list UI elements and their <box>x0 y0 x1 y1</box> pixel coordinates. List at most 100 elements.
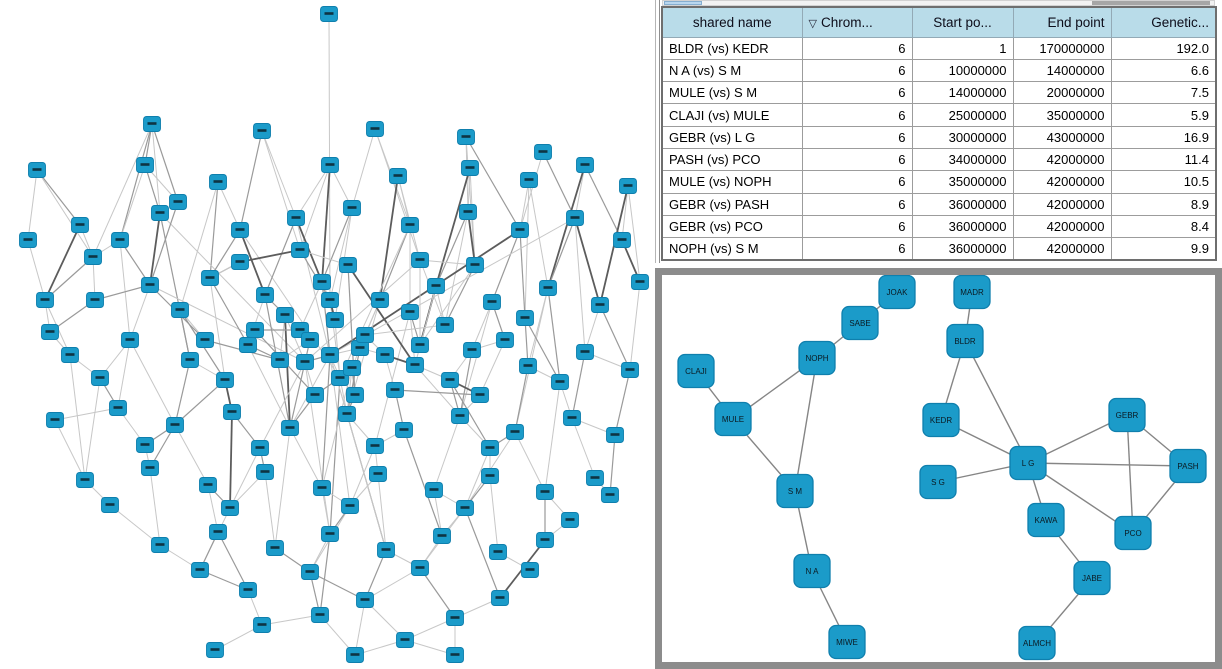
network-node[interactable] <box>561 512 579 528</box>
network-node[interactable] <box>411 337 429 353</box>
network-node[interactable] <box>463 342 481 358</box>
network-node[interactable] <box>376 347 394 363</box>
network-node[interactable] <box>301 332 319 348</box>
table-row[interactable]: BLDR (vs) KEDR 6 1 170000000 192.0 <box>661 36 1217 60</box>
network-node-s-m[interactable]: S M <box>776 473 814 509</box>
network-node[interactable] <box>456 500 474 516</box>
network-node[interactable] <box>338 406 356 422</box>
network-node[interactable] <box>481 440 499 456</box>
network-node[interactable] <box>446 610 464 626</box>
network-node[interactable] <box>427 278 445 294</box>
network-node[interactable] <box>19 232 37 248</box>
network-node[interactable] <box>496 332 514 348</box>
network-node[interactable] <box>281 420 299 436</box>
network-node[interactable] <box>256 287 274 303</box>
network-node[interactable] <box>101 497 119 513</box>
column-header-genetic[interactable]: Genetic... <box>1110 6 1217 38</box>
network-node[interactable] <box>356 327 374 343</box>
network-node[interactable] <box>169 194 187 210</box>
network-node[interactable] <box>433 528 451 544</box>
network-node[interactable] <box>534 144 552 160</box>
network-node[interactable] <box>209 524 227 540</box>
network-node[interactable] <box>386 382 404 398</box>
network-node[interactable] <box>521 562 539 578</box>
column-header-start-po[interactable]: Start po... <box>911 6 1014 38</box>
network-node[interactable] <box>41 324 59 340</box>
network-node[interactable] <box>446 647 464 663</box>
network-node[interactable] <box>141 277 159 293</box>
network-node[interactable] <box>231 254 249 270</box>
network-node[interactable] <box>223 404 241 420</box>
network-node[interactable] <box>84 249 102 265</box>
network-node[interactable] <box>91 370 109 386</box>
network-node[interactable] <box>459 204 477 220</box>
network-node-miwe[interactable]: MIWE <box>828 624 866 660</box>
network-node[interactable] <box>536 484 554 500</box>
network-node-sabe[interactable]: SABE <box>841 305 879 341</box>
network-node[interactable] <box>251 440 269 456</box>
network-node[interactable] <box>536 532 554 548</box>
network-node[interactable] <box>276 307 294 323</box>
network-node[interactable] <box>201 270 219 286</box>
table-row[interactable]: GEBR (vs) PASH 6 36000000 42000000 8.9 <box>661 192 1217 216</box>
network-node[interactable] <box>320 6 338 22</box>
network-node[interactable] <box>76 472 94 488</box>
network-node[interactable] <box>296 354 314 370</box>
network-node[interactable] <box>339 257 357 273</box>
network-node[interactable] <box>606 427 624 443</box>
network-node[interactable] <box>326 312 344 328</box>
network-node[interactable] <box>520 172 538 188</box>
network-node[interactable] <box>519 358 537 374</box>
network-node[interactable] <box>313 274 331 290</box>
network-node[interactable] <box>171 302 189 318</box>
network-node[interactable] <box>601 487 619 503</box>
network-node[interactable] <box>539 280 557 296</box>
network-node[interactable] <box>389 168 407 184</box>
network-node[interactable] <box>86 292 104 308</box>
network-node[interactable] <box>506 424 524 440</box>
network-node-claji[interactable]: CLAJI <box>677 353 715 389</box>
network-node[interactable] <box>396 632 414 648</box>
column-header-shared-name[interactable]: shared name <box>661 6 803 38</box>
network-node[interactable] <box>371 292 389 308</box>
network-node[interactable] <box>343 200 361 216</box>
table-row[interactable]: NOPH (vs) S M 6 36000000 42000000 9.9 <box>661 237 1217 261</box>
network-node[interactable] <box>321 347 339 363</box>
network-node[interactable] <box>246 322 264 338</box>
network-node[interactable] <box>441 372 459 388</box>
network-node[interactable] <box>369 466 387 482</box>
network-node[interactable] <box>425 482 443 498</box>
network-node-kedr[interactable]: KEDR <box>922 402 960 438</box>
network-node[interactable] <box>181 352 199 368</box>
network-node[interactable] <box>287 210 305 226</box>
network-node[interactable] <box>239 337 257 353</box>
table-row[interactable]: CLAJI (vs) MULE 6 25000000 35000000 5.9 <box>661 103 1217 127</box>
network-node[interactable] <box>466 257 484 273</box>
table-row[interactable]: N A (vs) S M 6 10000000 14000000 6.6 <box>661 58 1217 83</box>
network-node-jabe[interactable]: JABE <box>1073 560 1111 596</box>
network-node[interactable] <box>321 292 339 308</box>
network-node[interactable] <box>301 564 319 580</box>
network-node[interactable] <box>491 590 509 606</box>
table-row[interactable]: GEBR (vs) L G 6 30000000 43000000 16.9 <box>661 125 1217 149</box>
network-node[interactable] <box>109 400 127 416</box>
network-node[interactable] <box>71 217 89 233</box>
network-node-kawa[interactable]: KAWA <box>1027 502 1065 538</box>
network-node-pash[interactable]: PASH <box>1169 448 1207 484</box>
network-node-pco[interactable]: PCO <box>1114 515 1152 551</box>
network-node[interactable] <box>366 121 384 137</box>
network-node[interactable] <box>377 542 395 558</box>
network-node[interactable] <box>411 252 429 268</box>
network-node[interactable] <box>516 310 534 326</box>
network-node[interactable] <box>619 178 637 194</box>
network-node-gebr[interactable]: GEBR <box>1108 397 1146 433</box>
scrollbar-thumb[interactable] <box>664 1 702 5</box>
network-node[interactable] <box>36 292 54 308</box>
network-node[interactable] <box>266 540 284 556</box>
network-node[interactable] <box>209 174 227 190</box>
network-node-joak[interactable]: JOAK <box>878 275 916 310</box>
network-node[interactable] <box>313 480 331 496</box>
network-node[interactable] <box>196 332 214 348</box>
network-node[interactable] <box>256 464 274 480</box>
network-node-l-g[interactable]: L G <box>1009 445 1047 481</box>
